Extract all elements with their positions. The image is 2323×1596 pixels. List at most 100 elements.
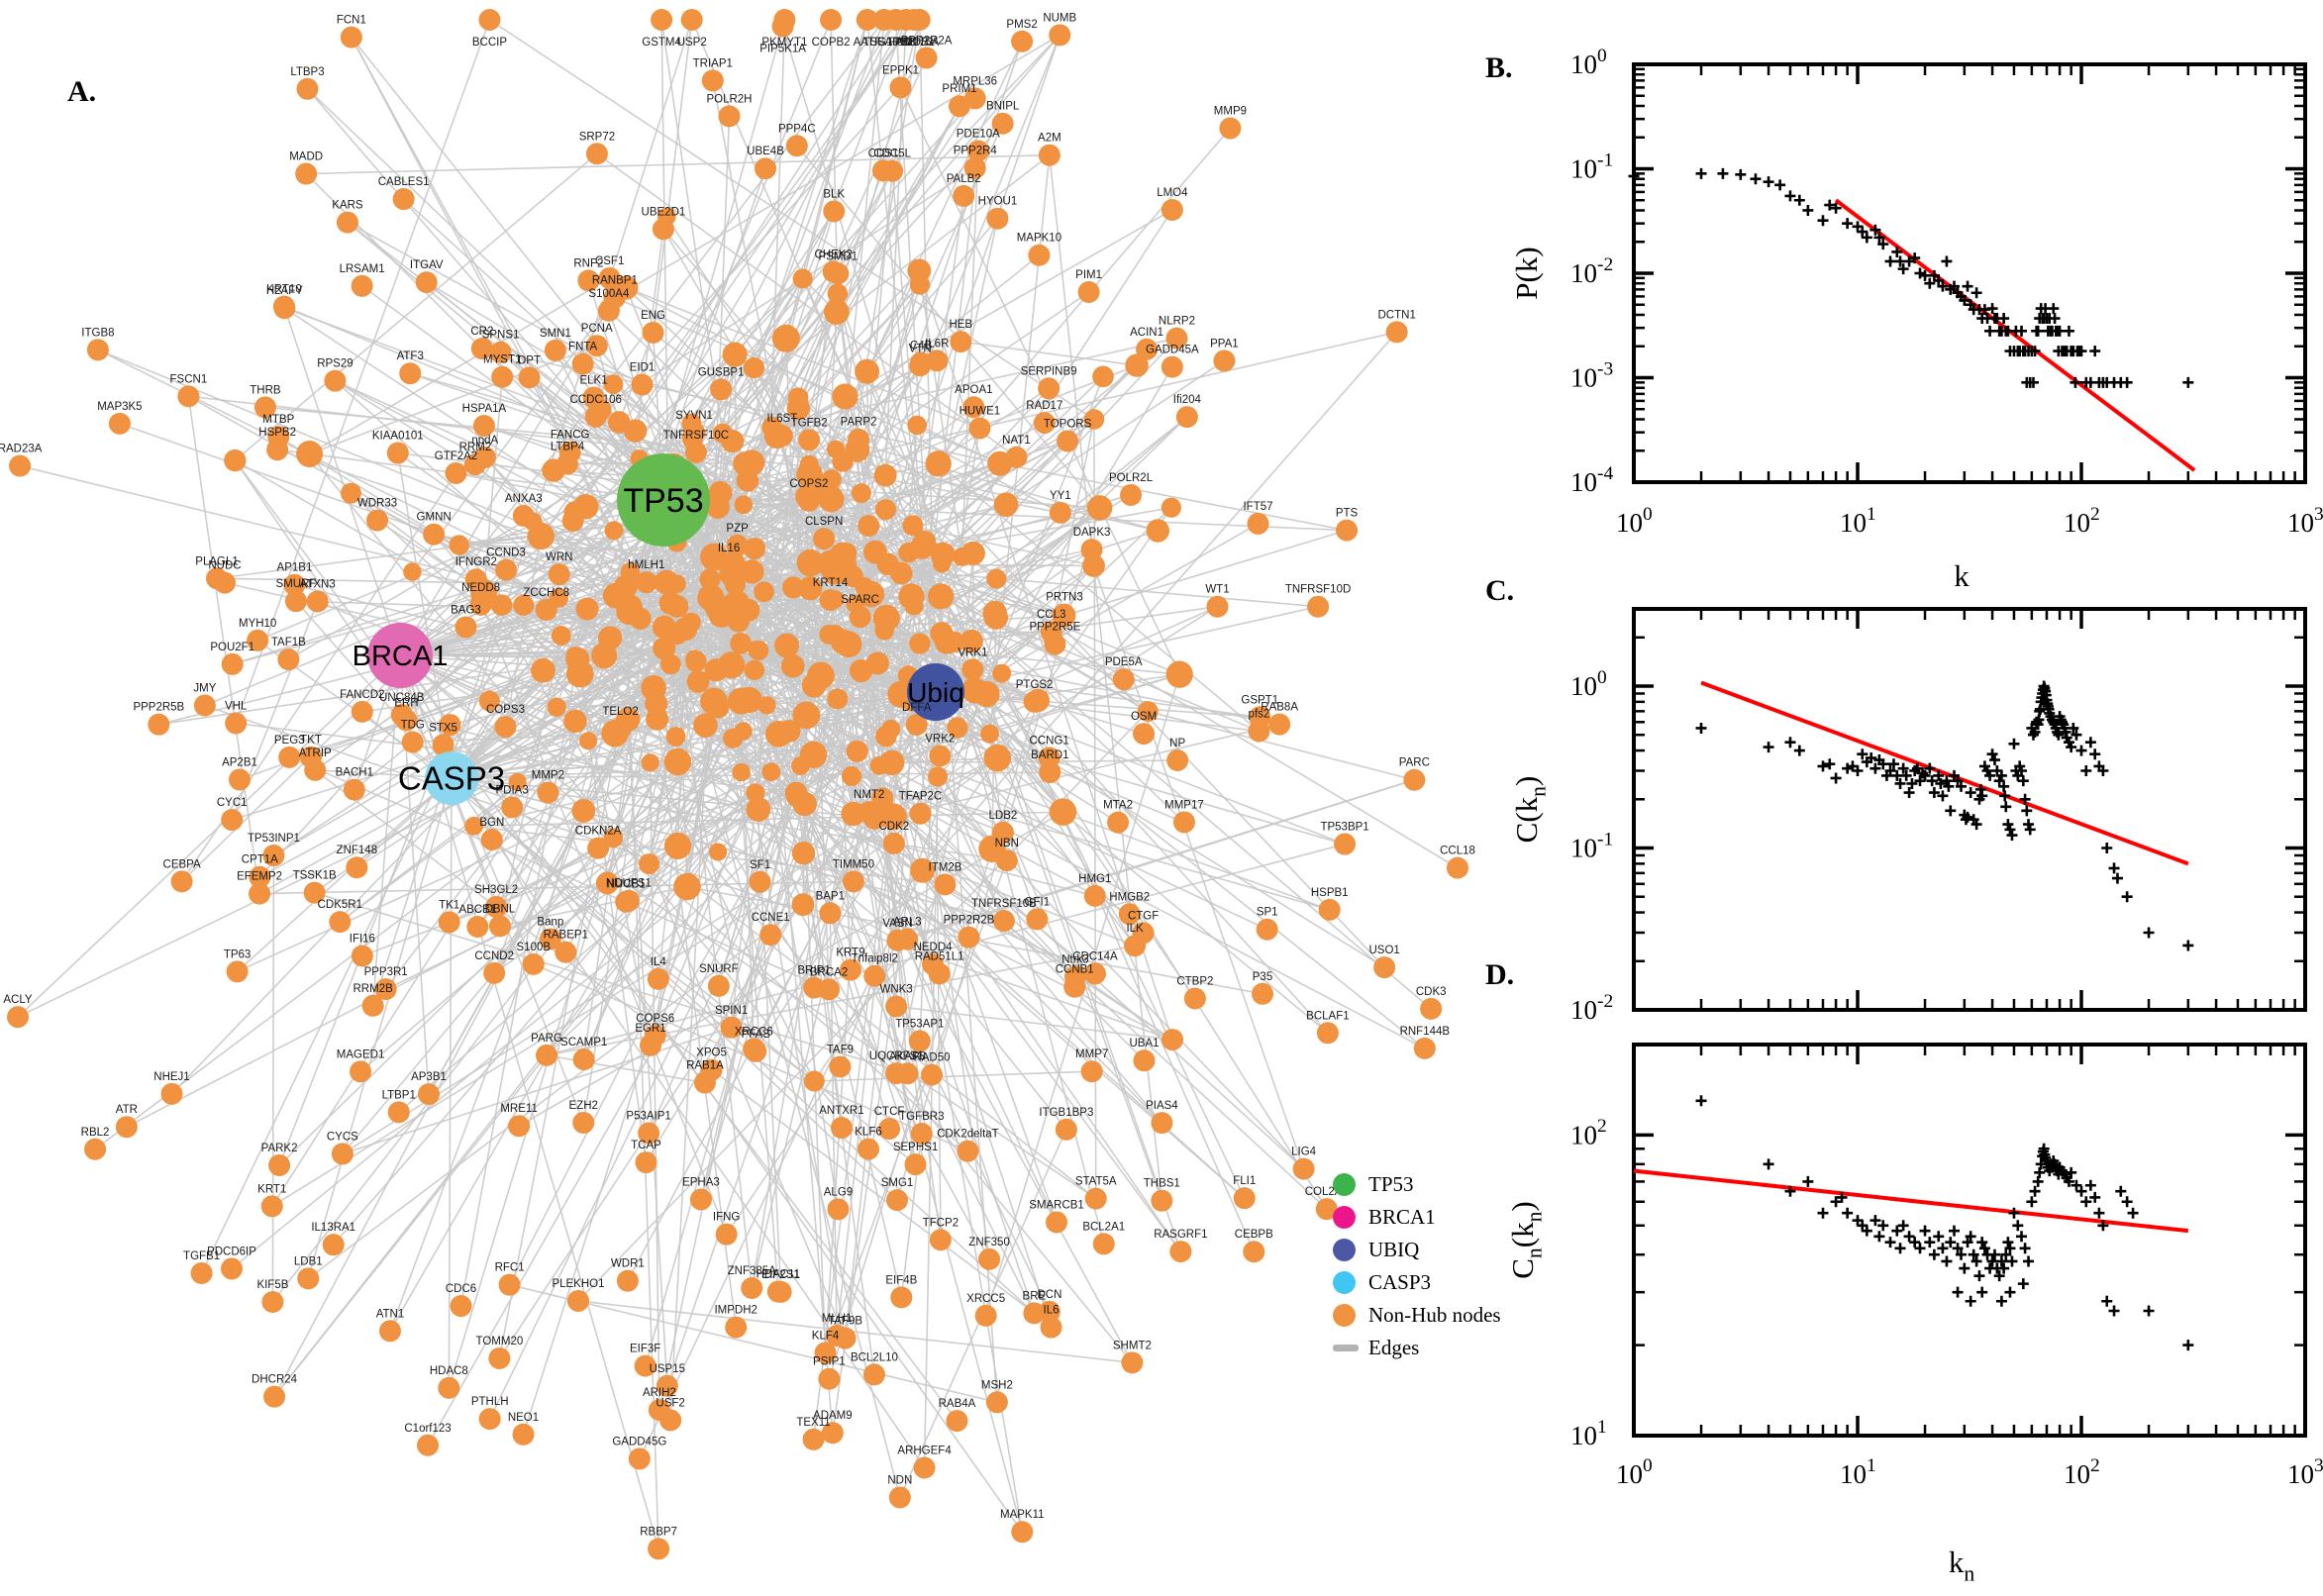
non-hub-node <box>680 9 703 31</box>
node-label: MADD <box>289 151 323 163</box>
x-tick-label: 100 <box>1616 504 1653 538</box>
non-hub-node <box>390 703 413 726</box>
non-hub-node <box>744 659 765 680</box>
non-hub-node <box>991 821 1014 844</box>
node-label: KLF6 <box>855 1127 882 1139</box>
non-hub-node <box>777 719 801 743</box>
node-label: BRIP1 <box>798 965 831 977</box>
non-hub-node <box>787 387 809 408</box>
y-tick-label: 100 <box>1570 46 1607 79</box>
non-hub-node <box>929 1229 952 1251</box>
non-hub-node <box>1373 956 1396 979</box>
non-hub-node <box>740 559 764 584</box>
non-hub-node <box>445 461 467 484</box>
x-tick-label: 101 <box>1840 504 1876 538</box>
edge <box>451 733 990 779</box>
non-hub-node <box>491 365 514 388</box>
non-hub-node <box>1038 377 1060 400</box>
node-label: CDS1 <box>868 148 899 159</box>
node-label: DPT <box>518 354 541 366</box>
node-label: HSPB1 <box>1311 887 1349 899</box>
chart-frame <box>1632 62 2307 484</box>
non-hub-node <box>986 207 1009 230</box>
non-hub-node <box>797 489 820 512</box>
node-label: VASN <box>882 918 912 930</box>
non-hub-node <box>1175 406 1198 429</box>
non-hub-node <box>591 643 618 669</box>
node-label: IL6 <box>1044 1305 1060 1317</box>
edge <box>652 19 693 334</box>
y-axis-title: Cn(kn) <box>1505 1201 1547 1279</box>
node-label: hMLH1 <box>628 559 664 571</box>
non-hub-node <box>1046 1211 1068 1234</box>
edge <box>658 685 815 1411</box>
non-hub-node <box>798 429 821 451</box>
non-hub-node <box>1316 1022 1339 1045</box>
node-label: CEBPA <box>163 858 201 870</box>
node-label: CCNG1 <box>1030 735 1069 747</box>
edge <box>314 891 908 1075</box>
non-hub-node <box>386 442 409 464</box>
node-label: SNURF <box>699 963 739 975</box>
non-hub-node <box>478 1408 501 1431</box>
edge <box>704 662 879 1083</box>
node-label: RAB1A <box>686 1060 724 1072</box>
edge <box>918 270 963 557</box>
non-hub-node <box>531 657 556 683</box>
edge <box>451 628 686 779</box>
non-hub-node <box>1023 1302 1046 1325</box>
non-hub-node <box>960 541 985 565</box>
non-hub-node <box>749 870 771 893</box>
non-hub-node <box>858 1138 880 1160</box>
node-label: ZNF350 <box>968 1237 1010 1248</box>
node-label: MAP3K5 <box>97 401 142 413</box>
non-hub-node <box>839 958 861 981</box>
edge <box>804 699 1039 805</box>
node-label: PCNA <box>581 323 613 335</box>
non-hub-node <box>1233 1187 1256 1210</box>
non-hub-node <box>647 967 669 990</box>
node-label: IFNG <box>713 1212 741 1224</box>
non-hub-node <box>761 762 781 782</box>
non-hub-node <box>224 449 247 472</box>
node-label: CHEK2 <box>815 249 853 260</box>
node-label: CDK3 <box>1416 986 1447 998</box>
non-hub-node <box>1252 982 1274 1005</box>
node-label: CCL18 <box>1440 846 1475 857</box>
legend: TP53 BRCA1 UBIQ CASP3 Non-Hub nodes Edge… <box>1333 1168 1541 1364</box>
edge <box>271 855 275 1302</box>
non-hub-node <box>415 271 438 294</box>
non-hub-node <box>856 9 878 31</box>
edge <box>662 648 756 1049</box>
node-label: CCND3 <box>486 548 526 559</box>
non-hub-node <box>827 688 849 710</box>
node-labels-layer: TCAP Ifi204 H2AFY ZCCHC8 CDS1 hMLH1 MRPL36 BAP1… <box>0 12 1475 1538</box>
non-hub-node <box>494 716 517 739</box>
non-hub-node <box>403 562 422 581</box>
non-hub-node <box>819 902 842 925</box>
node-label: Banp <box>537 916 563 928</box>
non-hub-node <box>896 1062 919 1085</box>
node-label: TGFB2 <box>791 417 828 429</box>
edge <box>960 341 1138 366</box>
non-hub-node <box>644 1024 666 1047</box>
non-hub-node <box>1133 723 1156 746</box>
non-hub-node <box>432 734 454 756</box>
node-label: ATXN3 <box>300 578 336 590</box>
edge <box>599 166 976 411</box>
non-hub-node <box>907 415 927 436</box>
node-label: PARG <box>531 1033 562 1045</box>
edge <box>922 331 1398 871</box>
non-hub-node <box>693 713 718 738</box>
non-hub-node <box>986 568 1007 589</box>
node-label: CDK5R1 <box>318 899 362 911</box>
node-label: NEO1 <box>508 1412 539 1424</box>
non-hub-node <box>221 652 244 675</box>
non-hub-node <box>488 1347 511 1369</box>
edge <box>814 1070 1092 1082</box>
node-label: CCND2 <box>474 950 514 962</box>
non-hub-node <box>823 299 850 325</box>
edge <box>676 633 937 693</box>
non-hub-node <box>488 915 511 938</box>
non-hub-node <box>470 338 493 360</box>
